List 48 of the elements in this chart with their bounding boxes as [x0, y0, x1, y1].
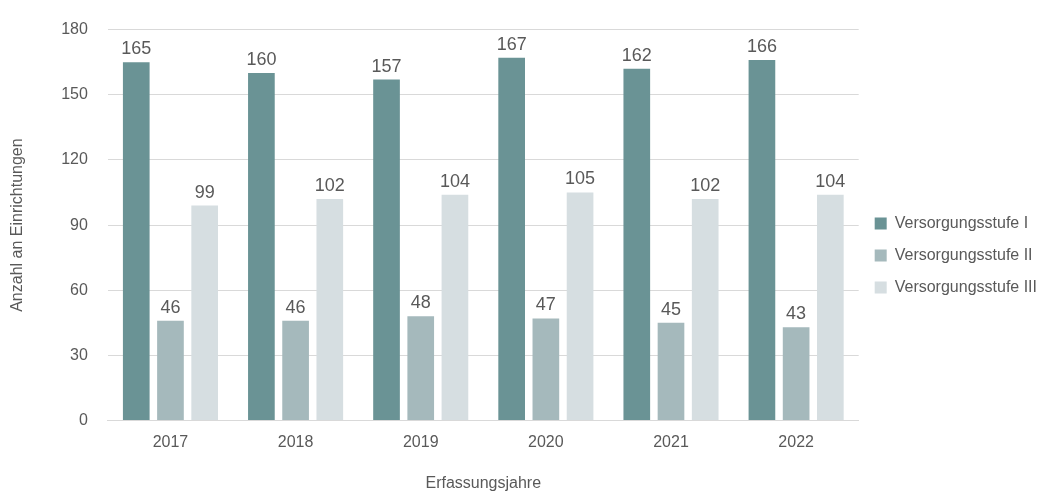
x-tick-label: 2019 [402, 432, 439, 450]
data-label: 99 [194, 181, 215, 202]
bar [498, 57, 525, 421]
data-label: 162 [621, 44, 652, 65]
data-label: 167 [496, 33, 527, 54]
data-label: 165 [121, 38, 152, 59]
y-tick-label: 0 [78, 411, 88, 429]
data-label: 48 [410, 292, 431, 313]
bar [282, 320, 309, 421]
legend-label: Versorgungsstufe II [894, 245, 1033, 263]
x-tick-label: 2018 [277, 432, 314, 450]
data-label: 45 [660, 298, 682, 319]
data-label: 102 [314, 175, 345, 195]
x-tick-label: 2022 [778, 432, 815, 450]
bar [782, 327, 810, 421]
data-label: 46 [285, 296, 306, 317]
y-tick-label: 90 [70, 215, 88, 233]
bar [657, 322, 685, 421]
x-tick-label: 2020 [528, 432, 564, 450]
data-label: 102 [690, 175, 721, 195]
bar [122, 62, 150, 421]
x-tick-label: 2017 [152, 432, 189, 450]
data-label: 47 [535, 294, 556, 315]
y-tick-label: 60 [70, 280, 88, 298]
bar [248, 73, 275, 421]
data-label: 157 [371, 55, 402, 76]
data-label: 46 [160, 296, 181, 317]
data-label: 160 [246, 49, 277, 70]
y-tick-label: 180 [61, 20, 88, 38]
y-tick-label: 30 [70, 345, 88, 363]
legend-label: Versorgungsstufe I [894, 213, 1029, 231]
x-tick-label: 2021 [653, 432, 689, 450]
data-label: 104 [439, 170, 470, 191]
x-axis-title: Erfassungsjahre [425, 473, 542, 491]
bar [532, 318, 560, 421]
data-label: 43 [786, 303, 807, 324]
legend-label: Versorgungsstufe III [894, 277, 1038, 295]
data-label: 105 [565, 168, 596, 189]
bar [407, 316, 435, 421]
data-label: 104 [815, 170, 846, 191]
bar [623, 68, 651, 421]
y-axis-title: Anzahl an Einrichtungen [8, 138, 26, 312]
data-label: 166 [746, 35, 777, 56]
y-tick-label: 120 [61, 150, 88, 168]
y-tick-label: 150 [61, 85, 88, 103]
bar [373, 79, 400, 421]
bar [157, 320, 184, 421]
bar [748, 60, 776, 421]
